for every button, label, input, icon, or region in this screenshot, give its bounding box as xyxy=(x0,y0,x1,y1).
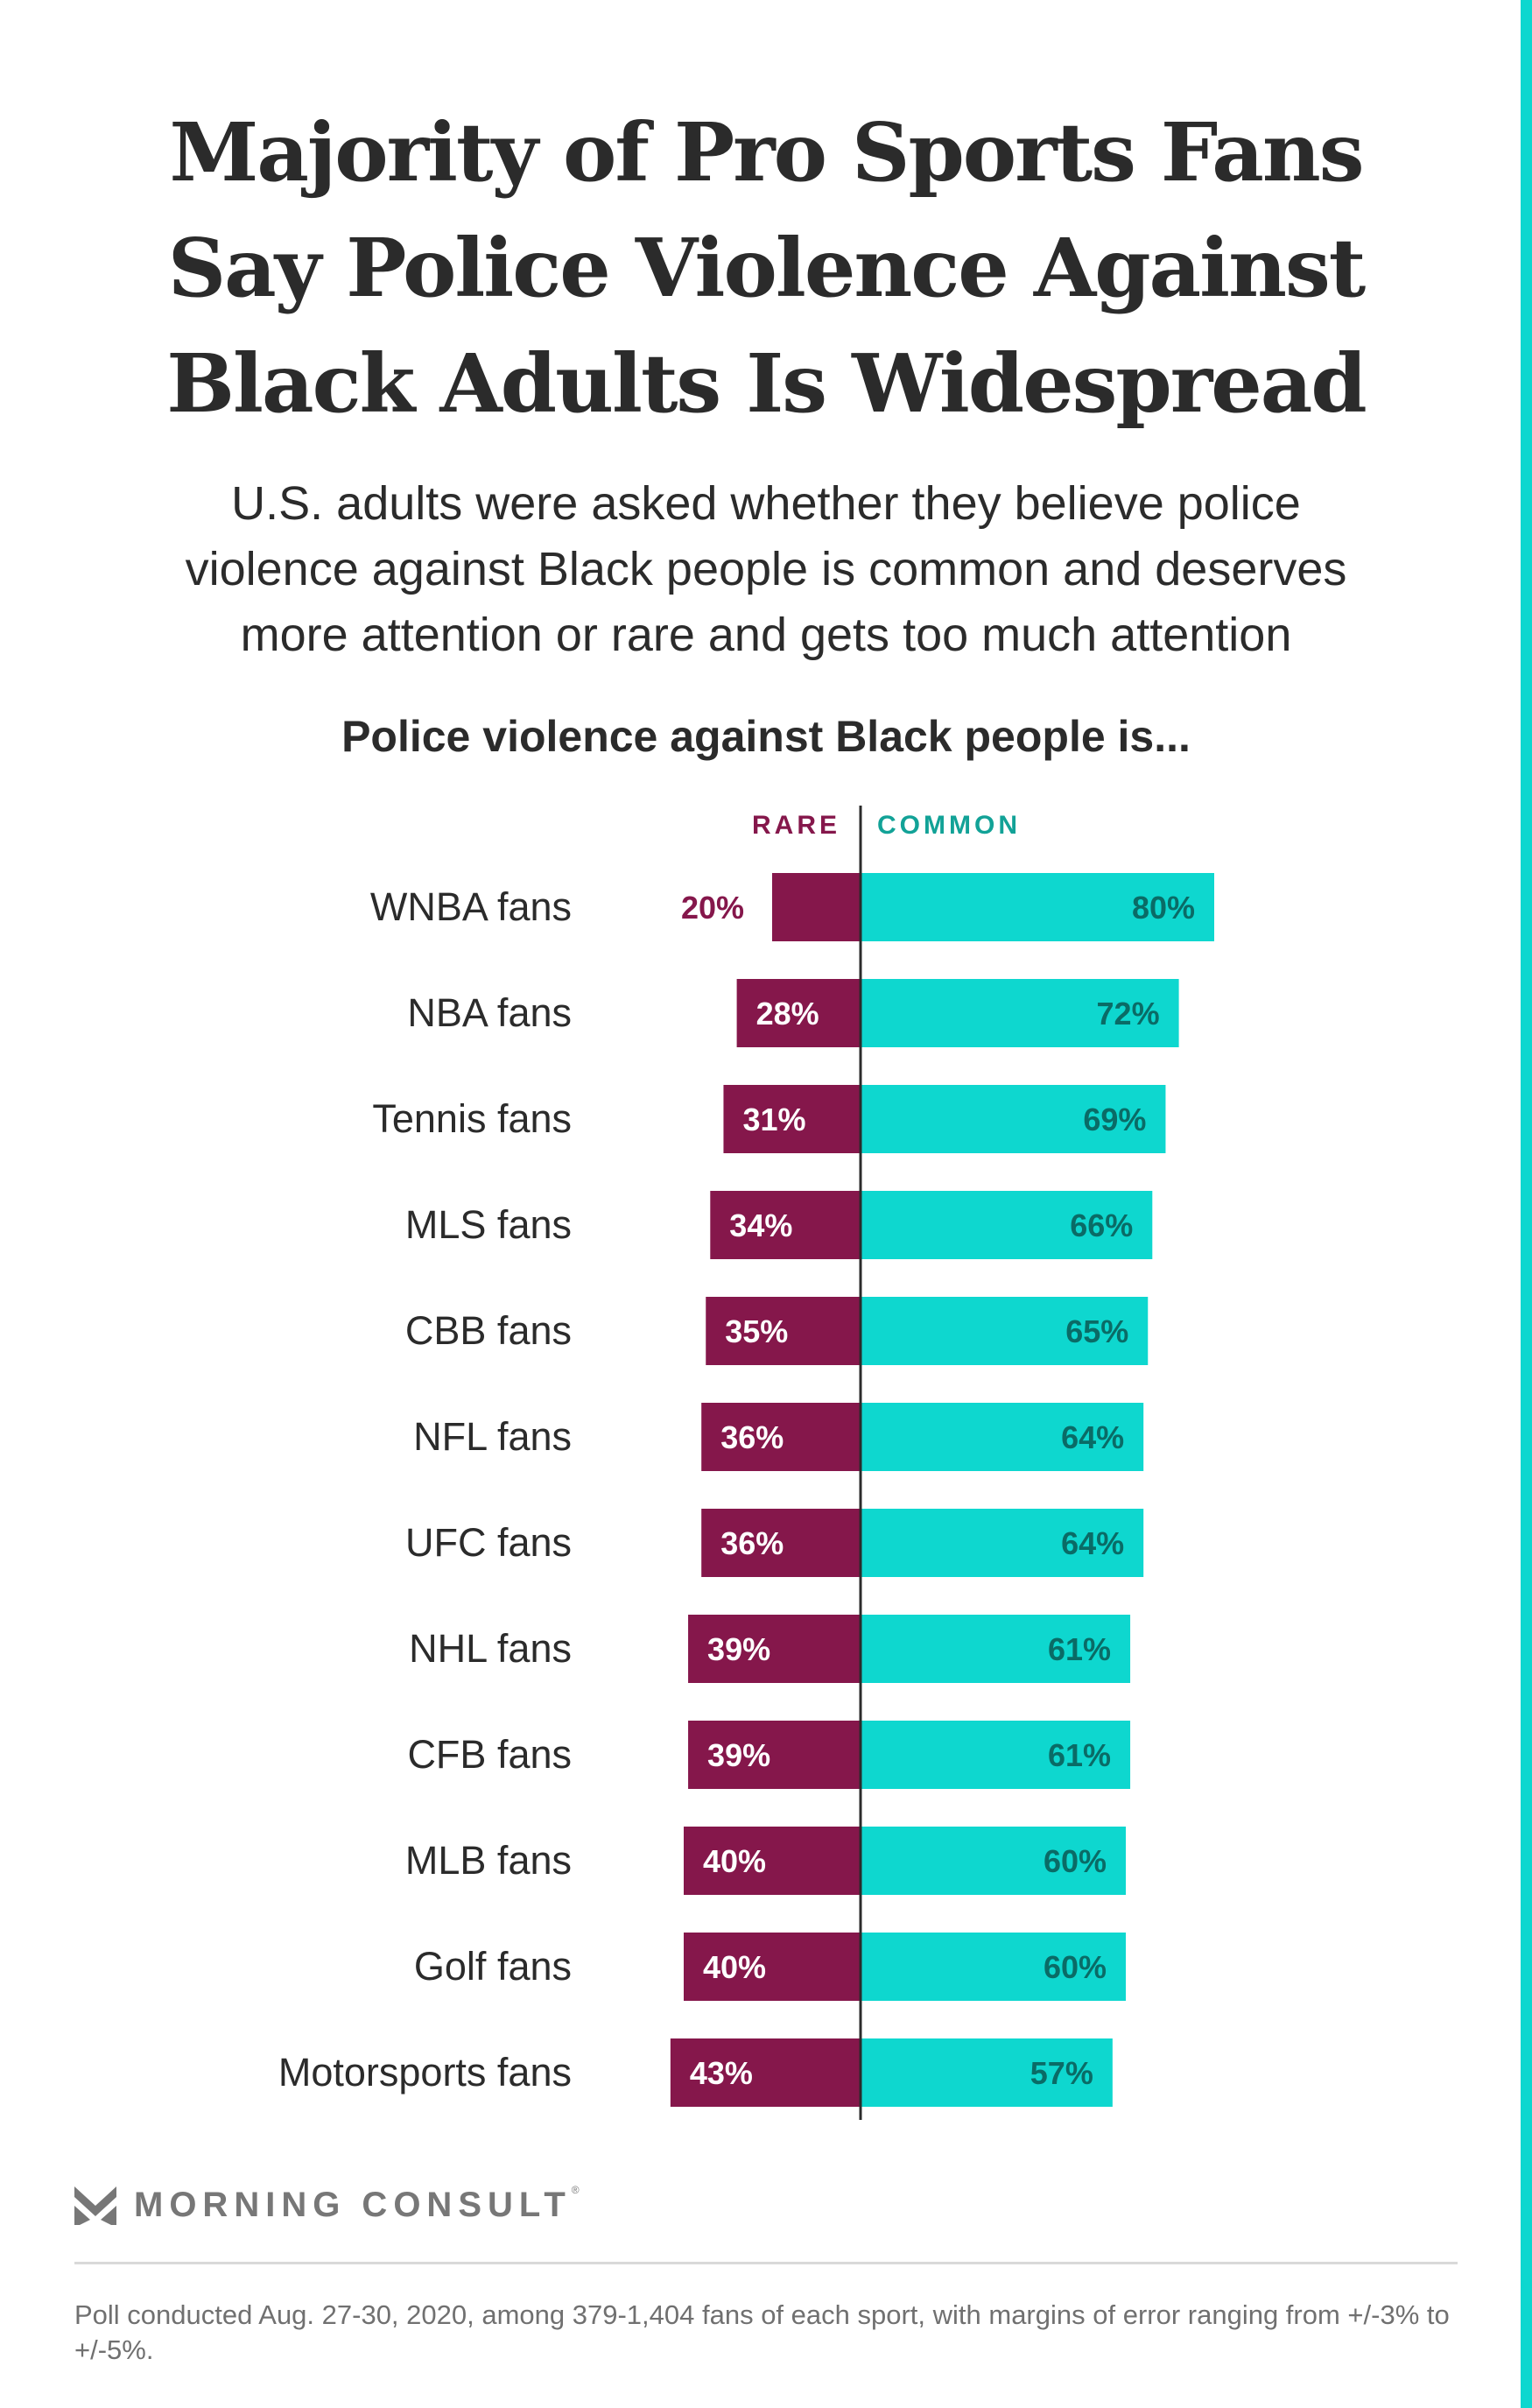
bar-rare xyxy=(772,873,861,941)
bar-common xyxy=(861,1085,1166,1153)
value-label-rare: 31% xyxy=(742,1102,805,1137)
bar-common xyxy=(861,979,1179,1047)
subtitle-line: more attention or rare and gets too much… xyxy=(240,609,1292,661)
value-label-common: 66% xyxy=(1070,1208,1133,1243)
value-label-rare: 40% xyxy=(703,1843,766,1879)
subtitle: U.S. adults were asked whether they beli… xyxy=(0,471,1532,668)
value-label-common: 80% xyxy=(1132,890,1195,926)
subtitle-line: violence against Black people is common … xyxy=(185,543,1347,595)
category-label: CBB fans xyxy=(405,1308,572,1353)
footnote: Poll conducted Aug. 27-30, 2020, among 3… xyxy=(74,2299,1450,2365)
value-label-rare: 20% xyxy=(681,890,744,926)
page-title: Majority of Pro Sports Fans Say Police V… xyxy=(0,95,1532,441)
value-label-common: 64% xyxy=(1061,1419,1124,1455)
chart-title: Police violence against Black people is.… xyxy=(341,712,1191,761)
bar-rare xyxy=(701,1509,861,1577)
bar-common xyxy=(861,1827,1126,1895)
subtitle-line: U.S. adults were asked whether they beli… xyxy=(231,477,1301,530)
category-label: Golf fans xyxy=(414,1944,572,1989)
brand-text: MORNING CONSULT xyxy=(134,2186,572,2224)
bar-common xyxy=(861,1509,1144,1577)
category-label: UFC fans xyxy=(405,1520,572,1565)
accent-stripe xyxy=(1521,0,1532,2408)
category-label: Tennis fans xyxy=(372,1096,572,1141)
value-label-common: 57% xyxy=(1030,2055,1093,2091)
category-label: MLB fans xyxy=(405,1838,572,1883)
bar-common xyxy=(861,2038,1113,2107)
bar-rare xyxy=(736,979,861,1047)
category-label: MLS fans xyxy=(405,1202,572,1247)
value-label-common: 60% xyxy=(1044,1843,1107,1879)
value-label-rare: 28% xyxy=(756,996,819,1031)
category-label: CFB fans xyxy=(407,1732,572,1777)
value-label-common: 72% xyxy=(1097,996,1160,1031)
bar-rare xyxy=(706,1297,861,1365)
value-label-common: 61% xyxy=(1048,1631,1111,1667)
bar-rare xyxy=(670,2038,861,2107)
legend-common: COMMON xyxy=(877,811,1021,840)
bar-rare xyxy=(710,1191,861,1259)
bar-rare xyxy=(684,1827,861,1895)
footer-divider xyxy=(74,2262,1458,2264)
value-label-rare: 36% xyxy=(720,1525,784,1561)
legend-rare: RARE xyxy=(751,811,840,840)
bar-common xyxy=(861,1403,1144,1471)
value-label-rare: 43% xyxy=(690,2055,753,2091)
value-label-rare: 39% xyxy=(707,1737,770,1773)
category-label: NHL fans xyxy=(409,1626,572,1671)
category-label: NBA fans xyxy=(407,990,572,1035)
value-label-common: 61% xyxy=(1048,1737,1111,1773)
bar-common xyxy=(861,1191,1153,1259)
bar-rare xyxy=(688,1721,861,1789)
category-label: NFL fans xyxy=(413,1414,572,1459)
bar-common xyxy=(861,1297,1149,1365)
category-label: Motorsports fans xyxy=(278,2050,572,2095)
bar-rare xyxy=(701,1403,861,1471)
bar-common xyxy=(861,1721,1131,1789)
title-line: Black Adults Is Widespread xyxy=(166,336,1367,431)
title-line: Majority of Pro Sports Fans xyxy=(169,105,1364,200)
bar-common xyxy=(861,1615,1131,1683)
value-label-common: 69% xyxy=(1083,1102,1146,1137)
value-label-rare: 35% xyxy=(725,1313,788,1349)
morning-consult-logo-icon xyxy=(74,2186,116,2225)
value-label-common: 60% xyxy=(1044,1949,1107,1985)
category-label: WNBA fans xyxy=(370,884,572,929)
value-label-common: 64% xyxy=(1061,1525,1124,1561)
bar-common xyxy=(861,1933,1126,2001)
bar-common xyxy=(861,873,1214,941)
value-label-rare: 40% xyxy=(703,1949,766,1985)
bar-rare xyxy=(684,1933,861,2001)
bar-rare xyxy=(723,1085,861,1153)
value-label-rare: 39% xyxy=(707,1631,770,1667)
value-label-rare: 34% xyxy=(729,1208,792,1243)
title-line: Say Police Violence Against xyxy=(167,221,1367,315)
bar-rare xyxy=(688,1615,861,1683)
value-label-common: 65% xyxy=(1065,1313,1128,1349)
registered-mark: ® xyxy=(571,2184,580,2196)
brand-name: MORNING CONSULT® xyxy=(134,2184,580,2225)
value-label-rare: 36% xyxy=(720,1419,784,1455)
